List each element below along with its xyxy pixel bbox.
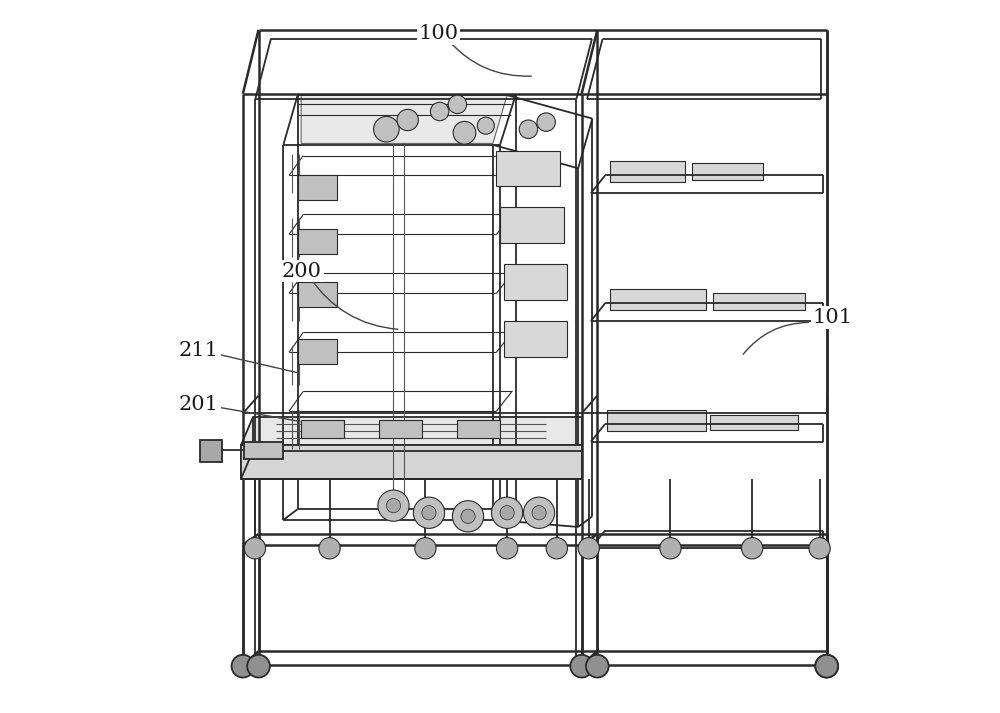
Circle shape bbox=[546, 538, 567, 559]
Circle shape bbox=[319, 538, 340, 559]
Circle shape bbox=[477, 117, 494, 134]
Text: 200: 200 bbox=[282, 262, 322, 281]
Polygon shape bbox=[244, 442, 283, 459]
Circle shape bbox=[386, 498, 401, 513]
Circle shape bbox=[815, 655, 838, 677]
Text: 201: 201 bbox=[179, 395, 219, 414]
Circle shape bbox=[244, 538, 266, 559]
Polygon shape bbox=[301, 95, 507, 143]
Circle shape bbox=[397, 109, 418, 130]
Circle shape bbox=[578, 538, 599, 559]
Text: 211: 211 bbox=[179, 342, 219, 360]
Polygon shape bbox=[607, 410, 706, 431]
Polygon shape bbox=[241, 417, 582, 446]
Circle shape bbox=[491, 497, 523, 528]
Circle shape bbox=[519, 120, 538, 138]
Circle shape bbox=[378, 490, 409, 521]
Circle shape bbox=[532, 506, 546, 520]
Polygon shape bbox=[298, 229, 337, 254]
Circle shape bbox=[523, 497, 555, 528]
Polygon shape bbox=[496, 150, 560, 186]
Circle shape bbox=[422, 506, 436, 520]
Polygon shape bbox=[200, 441, 222, 461]
Polygon shape bbox=[692, 163, 763, 180]
Polygon shape bbox=[241, 446, 582, 479]
Circle shape bbox=[374, 116, 399, 142]
Circle shape bbox=[453, 121, 476, 144]
Polygon shape bbox=[610, 161, 685, 183]
Circle shape bbox=[500, 506, 514, 520]
Polygon shape bbox=[710, 415, 798, 430]
Circle shape bbox=[586, 655, 609, 677]
Circle shape bbox=[448, 95, 467, 113]
Circle shape bbox=[537, 113, 555, 131]
Circle shape bbox=[815, 655, 838, 677]
Polygon shape bbox=[301, 421, 344, 438]
Polygon shape bbox=[298, 175, 337, 200]
Circle shape bbox=[461, 509, 475, 523]
Circle shape bbox=[570, 655, 593, 677]
Circle shape bbox=[660, 538, 681, 559]
Polygon shape bbox=[298, 339, 337, 364]
Polygon shape bbox=[298, 282, 337, 307]
Text: 100: 100 bbox=[418, 24, 458, 43]
Circle shape bbox=[415, 538, 436, 559]
Circle shape bbox=[413, 497, 445, 528]
Circle shape bbox=[430, 102, 449, 120]
Text: 101: 101 bbox=[812, 308, 853, 327]
Polygon shape bbox=[500, 207, 564, 243]
Polygon shape bbox=[610, 289, 706, 310]
Circle shape bbox=[452, 501, 484, 532]
Polygon shape bbox=[457, 421, 500, 438]
Polygon shape bbox=[379, 421, 422, 438]
Polygon shape bbox=[504, 265, 567, 299]
Circle shape bbox=[741, 538, 763, 559]
Polygon shape bbox=[713, 292, 805, 309]
Circle shape bbox=[809, 538, 830, 559]
Circle shape bbox=[232, 655, 254, 677]
Circle shape bbox=[247, 655, 270, 677]
Circle shape bbox=[496, 538, 518, 559]
Polygon shape bbox=[504, 321, 567, 356]
